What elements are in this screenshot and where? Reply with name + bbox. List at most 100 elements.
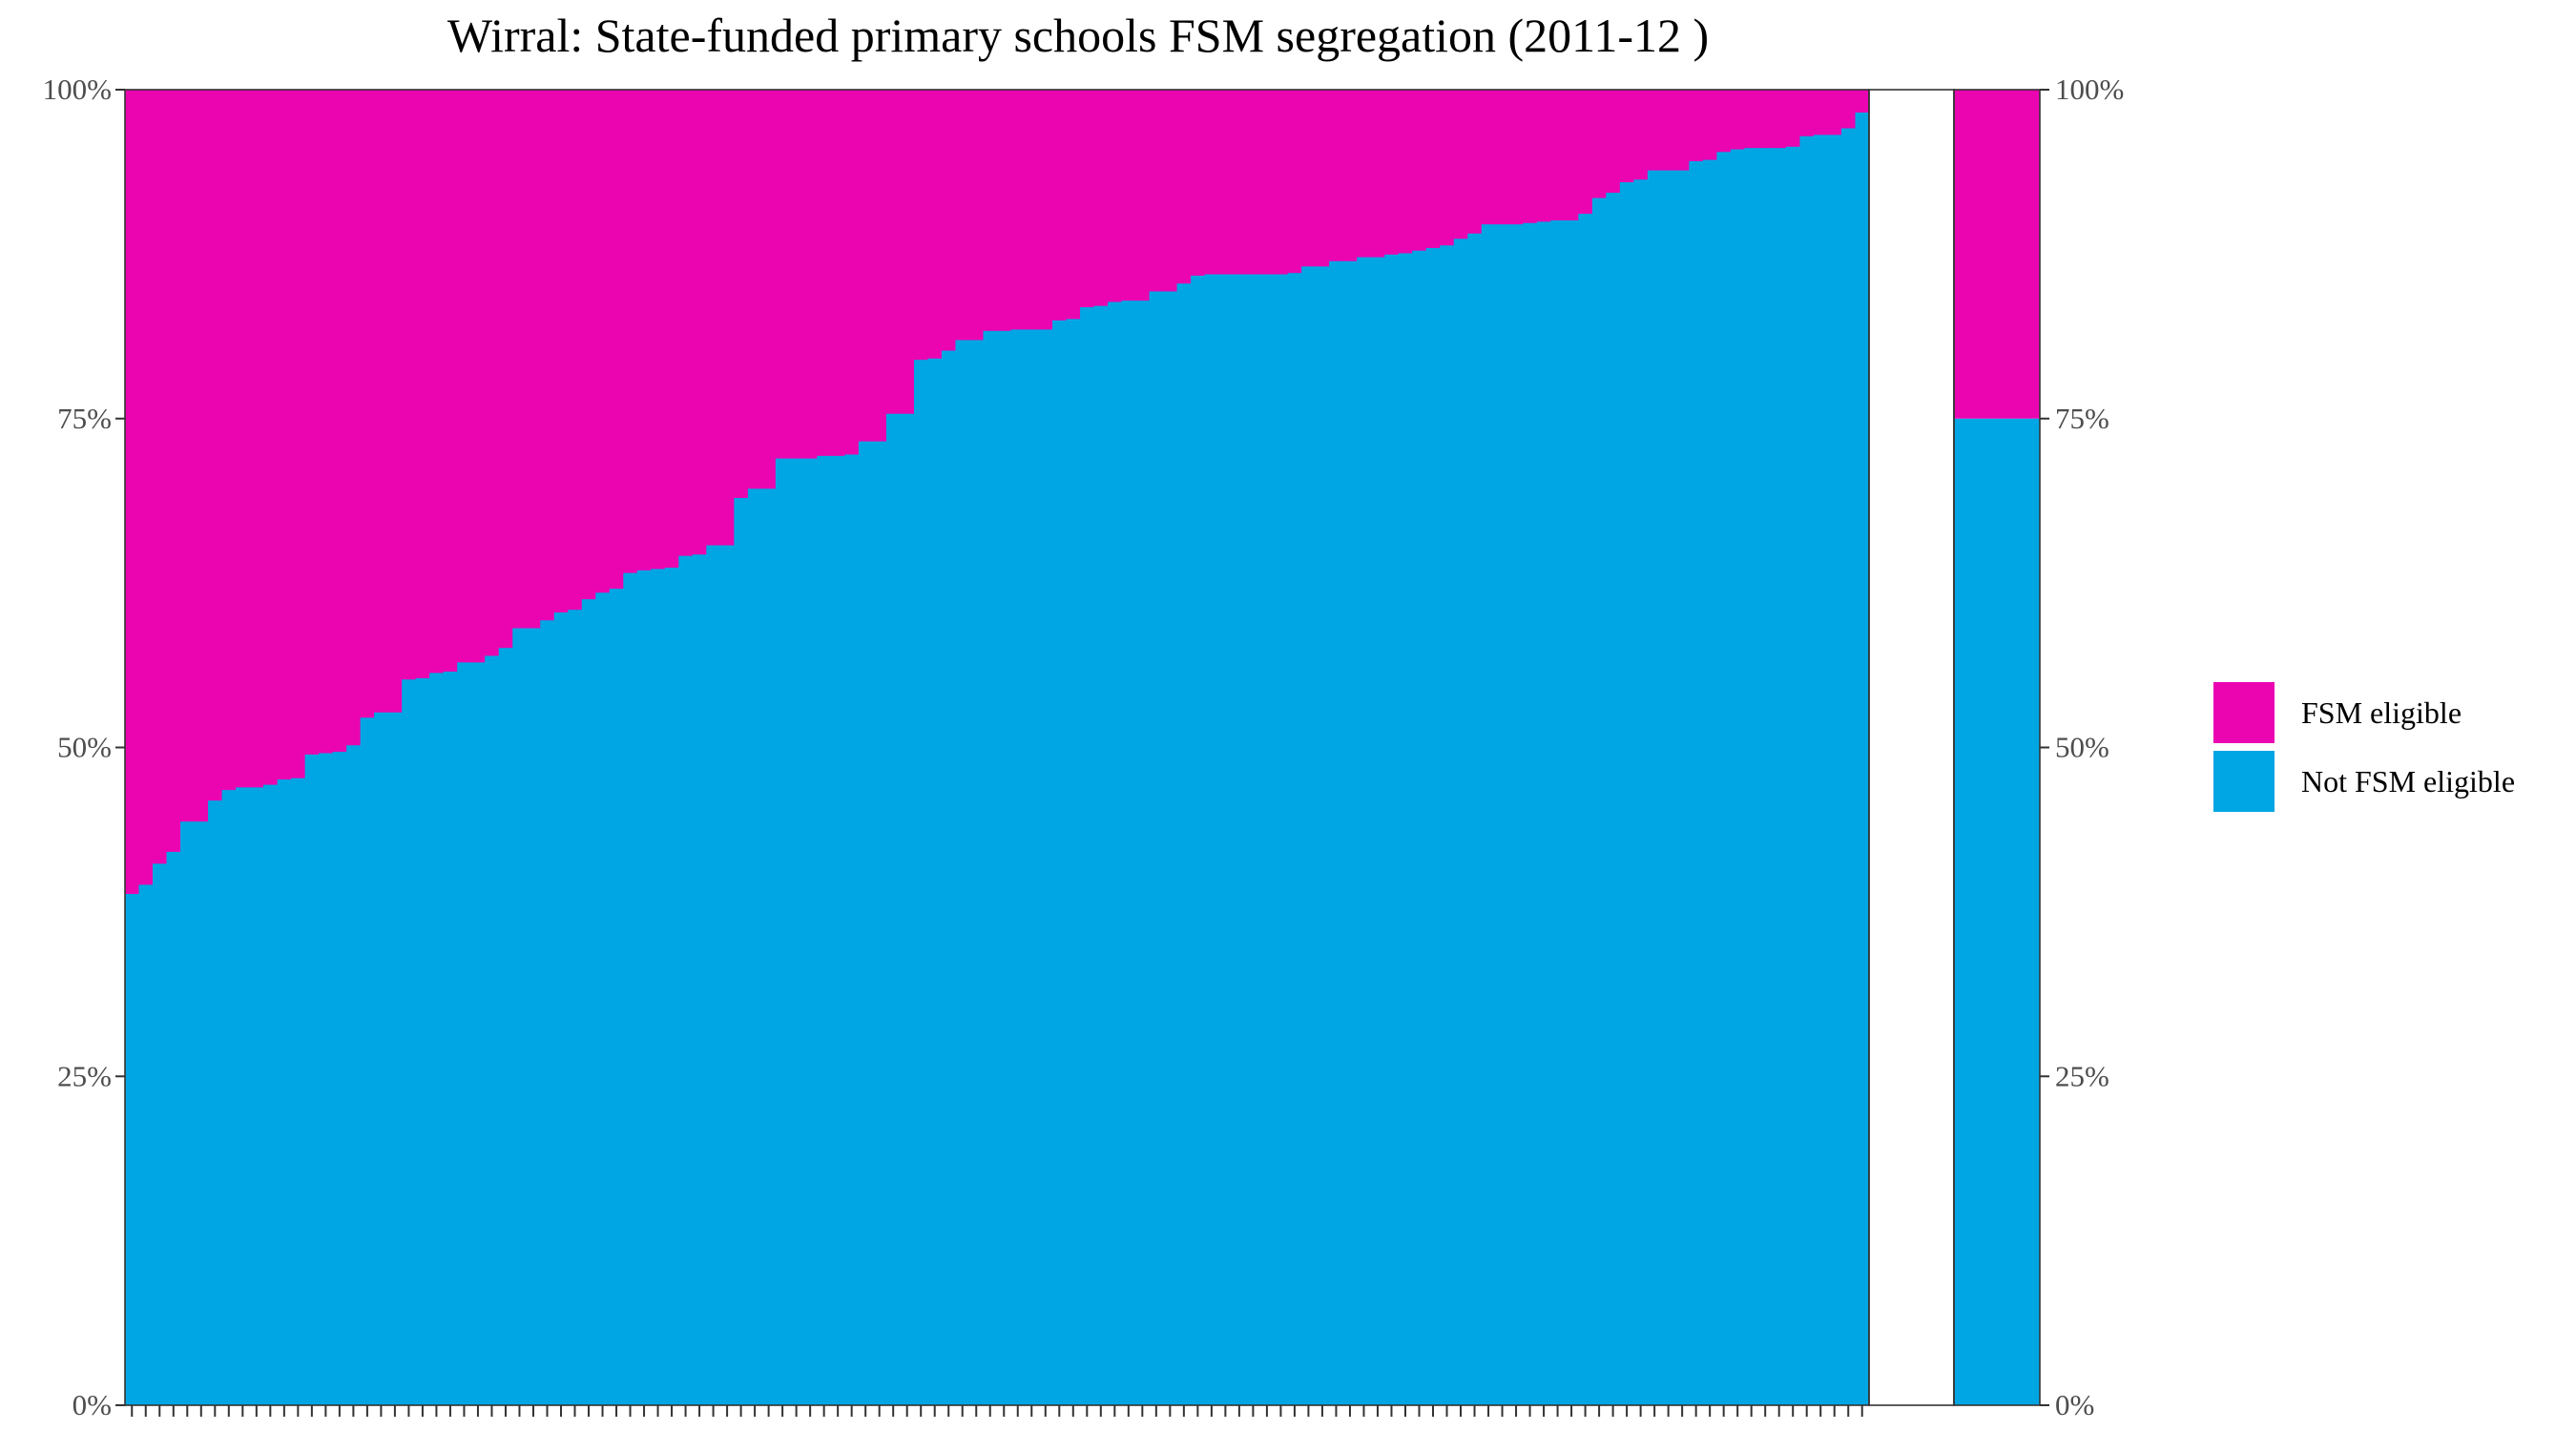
y-tick-label: 75% — [57, 402, 112, 435]
bar-segment-fsm — [1218, 90, 1234, 275]
bar-segment-not-fsm — [1357, 257, 1372, 1405]
school-bars — [125, 90, 1869, 1406]
bar-segment-fsm — [402, 90, 417, 680]
bar-segment-not-fsm — [1440, 244, 1455, 1406]
bar-segment-not-fsm — [1315, 265, 1330, 1405]
bar-segment-fsm — [1176, 90, 1192, 284]
bar-segment-fsm — [553, 90, 569, 612]
bar-segment-fsm — [983, 90, 998, 331]
bar-segment-fsm — [885, 90, 902, 414]
y-axis-right: 0% 25% 50% 75% 100% — [2040, 73, 2124, 1421]
bar-segment-fsm — [443, 90, 458, 673]
bar-segment-not-fsm — [387, 712, 403, 1405]
bar-segment-fsm — [1232, 90, 1247, 275]
panel-frame-gap — [1868, 89, 1955, 1406]
legend: FSM eligible Not FSM eligible — [2213, 682, 2515, 812]
bar-segment-fsm — [374, 90, 389, 713]
bar-segment-fsm — [1536, 90, 1551, 222]
bar-segment-not-fsm — [1191, 275, 1206, 1406]
bar-segment-not-fsm — [1550, 219, 1566, 1405]
bar-segment-not-fsm — [540, 619, 555, 1405]
bar-segment-not-fsm — [817, 455, 832, 1405]
bar-segment-not-fsm — [1052, 320, 1068, 1406]
bar-segment-not-fsm — [1038, 328, 1053, 1405]
bar-segment-fsm — [927, 90, 943, 359]
bar-segment-not-fsm — [1702, 159, 1718, 1405]
bar-segment-not-fsm — [1591, 197, 1607, 1405]
bar-segment-fsm — [1412, 90, 1427, 251]
bar-segment-fsm — [678, 90, 694, 556]
bar-segment-not-fsm — [208, 799, 223, 1405]
y-tick-label: 50% — [2055, 731, 2109, 764]
bar-segment-fsm — [125, 90, 140, 895]
bar-segment-not-fsm — [457, 661, 472, 1405]
bar-segment-not-fsm — [761, 487, 777, 1405]
bar-segment-not-fsm — [1149, 290, 1164, 1405]
bar-segment-fsm — [1813, 90, 1829, 135]
bar-segment-fsm — [913, 90, 929, 361]
bar-segment-fsm — [802, 90, 818, 459]
bar-segment-fsm — [747, 90, 762, 489]
bar-segment-not-fsm — [1799, 135, 1815, 1405]
bar-segment-not-fsm — [983, 330, 998, 1406]
bar-segment-fsm — [457, 90, 472, 663]
bar-segment-not-fsm — [1827, 134, 1842, 1406]
bar-segment-fsm — [1052, 90, 1068, 321]
bar-segment-not-fsm — [304, 754, 320, 1405]
bar-segment-fsm — [1730, 90, 1746, 150]
bar-segment-fsm — [955, 90, 970, 341]
bar-segment-not-fsm — [1757, 147, 1774, 1405]
bar-segment-not-fsm — [1066, 318, 1081, 1405]
bar-segment-fsm — [900, 90, 915, 414]
bar-segment-not-fsm — [955, 340, 970, 1405]
bar-segment-fsm — [1259, 90, 1275, 275]
bar-segment-fsm — [319, 90, 334, 754]
bar-segment-fsm — [609, 90, 624, 590]
bar-segment-fsm — [1772, 90, 1787, 149]
bar-segment-fsm — [1080, 90, 1095, 308]
bar-segment-not-fsm — [1467, 233, 1483, 1405]
bar-segment-not-fsm — [1633, 178, 1649, 1406]
bar-segment-not-fsm — [180, 820, 196, 1405]
bar-segment-fsm — [332, 90, 347, 753]
y-tick-label: 25% — [57, 1059, 112, 1092]
bar-segment-fsm — [1191, 90, 1206, 276]
y-tick-label: 25% — [2055, 1059, 2109, 1092]
bar-segment-not-fsm — [498, 647, 513, 1405]
bar-segment-not-fsm — [1370, 257, 1385, 1405]
bar-segment-not-fsm — [1384, 254, 1400, 1405]
bar-segment-fsm — [194, 90, 209, 822]
bar-segment-fsm — [775, 90, 790, 459]
bar-segment-fsm — [526, 90, 541, 629]
bar-segment-not-fsm — [747, 487, 762, 1405]
bar-segment-not-fsm — [927, 358, 943, 1405]
bar-segment-not-fsm — [636, 570, 652, 1405]
bar-segment-not-fsm — [1772, 147, 1787, 1405]
bar-segment-not-fsm — [858, 441, 874, 1405]
bar-segment-not-fsm — [651, 568, 666, 1405]
bar-segment-not-fsm — [1716, 151, 1732, 1406]
bar-segment-not-fsm — [1481, 223, 1496, 1406]
bar-segment-fsm — [1744, 90, 1759, 149]
bar-segment-fsm — [1093, 90, 1109, 306]
bar-segment-not-fsm — [1080, 306, 1095, 1405]
bar-segment-fsm — [1606, 90, 1621, 194]
bar-segment-fsm — [1827, 90, 1842, 135]
bar-segment-not-fsm — [1232, 274, 1247, 1405]
legend-swatch — [2213, 682, 2275, 743]
bar-segment-fsm — [1495, 90, 1510, 225]
bar-segment-not-fsm — [1619, 181, 1634, 1405]
bar-segment-fsm — [1591, 90, 1607, 198]
bar-segment-not-fsm — [1647, 170, 1662, 1405]
bar-segment-fsm — [1799, 90, 1815, 136]
bar-segment-not-fsm — [402, 678, 417, 1405]
bar-segment-fsm — [1647, 90, 1662, 171]
bar-segment-not-fsm — [1274, 274, 1289, 1405]
bar-segment-fsm — [1757, 90, 1774, 149]
bar-segment-not-fsm — [221, 789, 237, 1405]
legend-swatch — [2213, 751, 2275, 812]
bar-segment-fsm — [1716, 90, 1732, 153]
bar-segment-not-fsm — [941, 350, 957, 1405]
bar-segment-not-fsm — [997, 330, 1012, 1406]
